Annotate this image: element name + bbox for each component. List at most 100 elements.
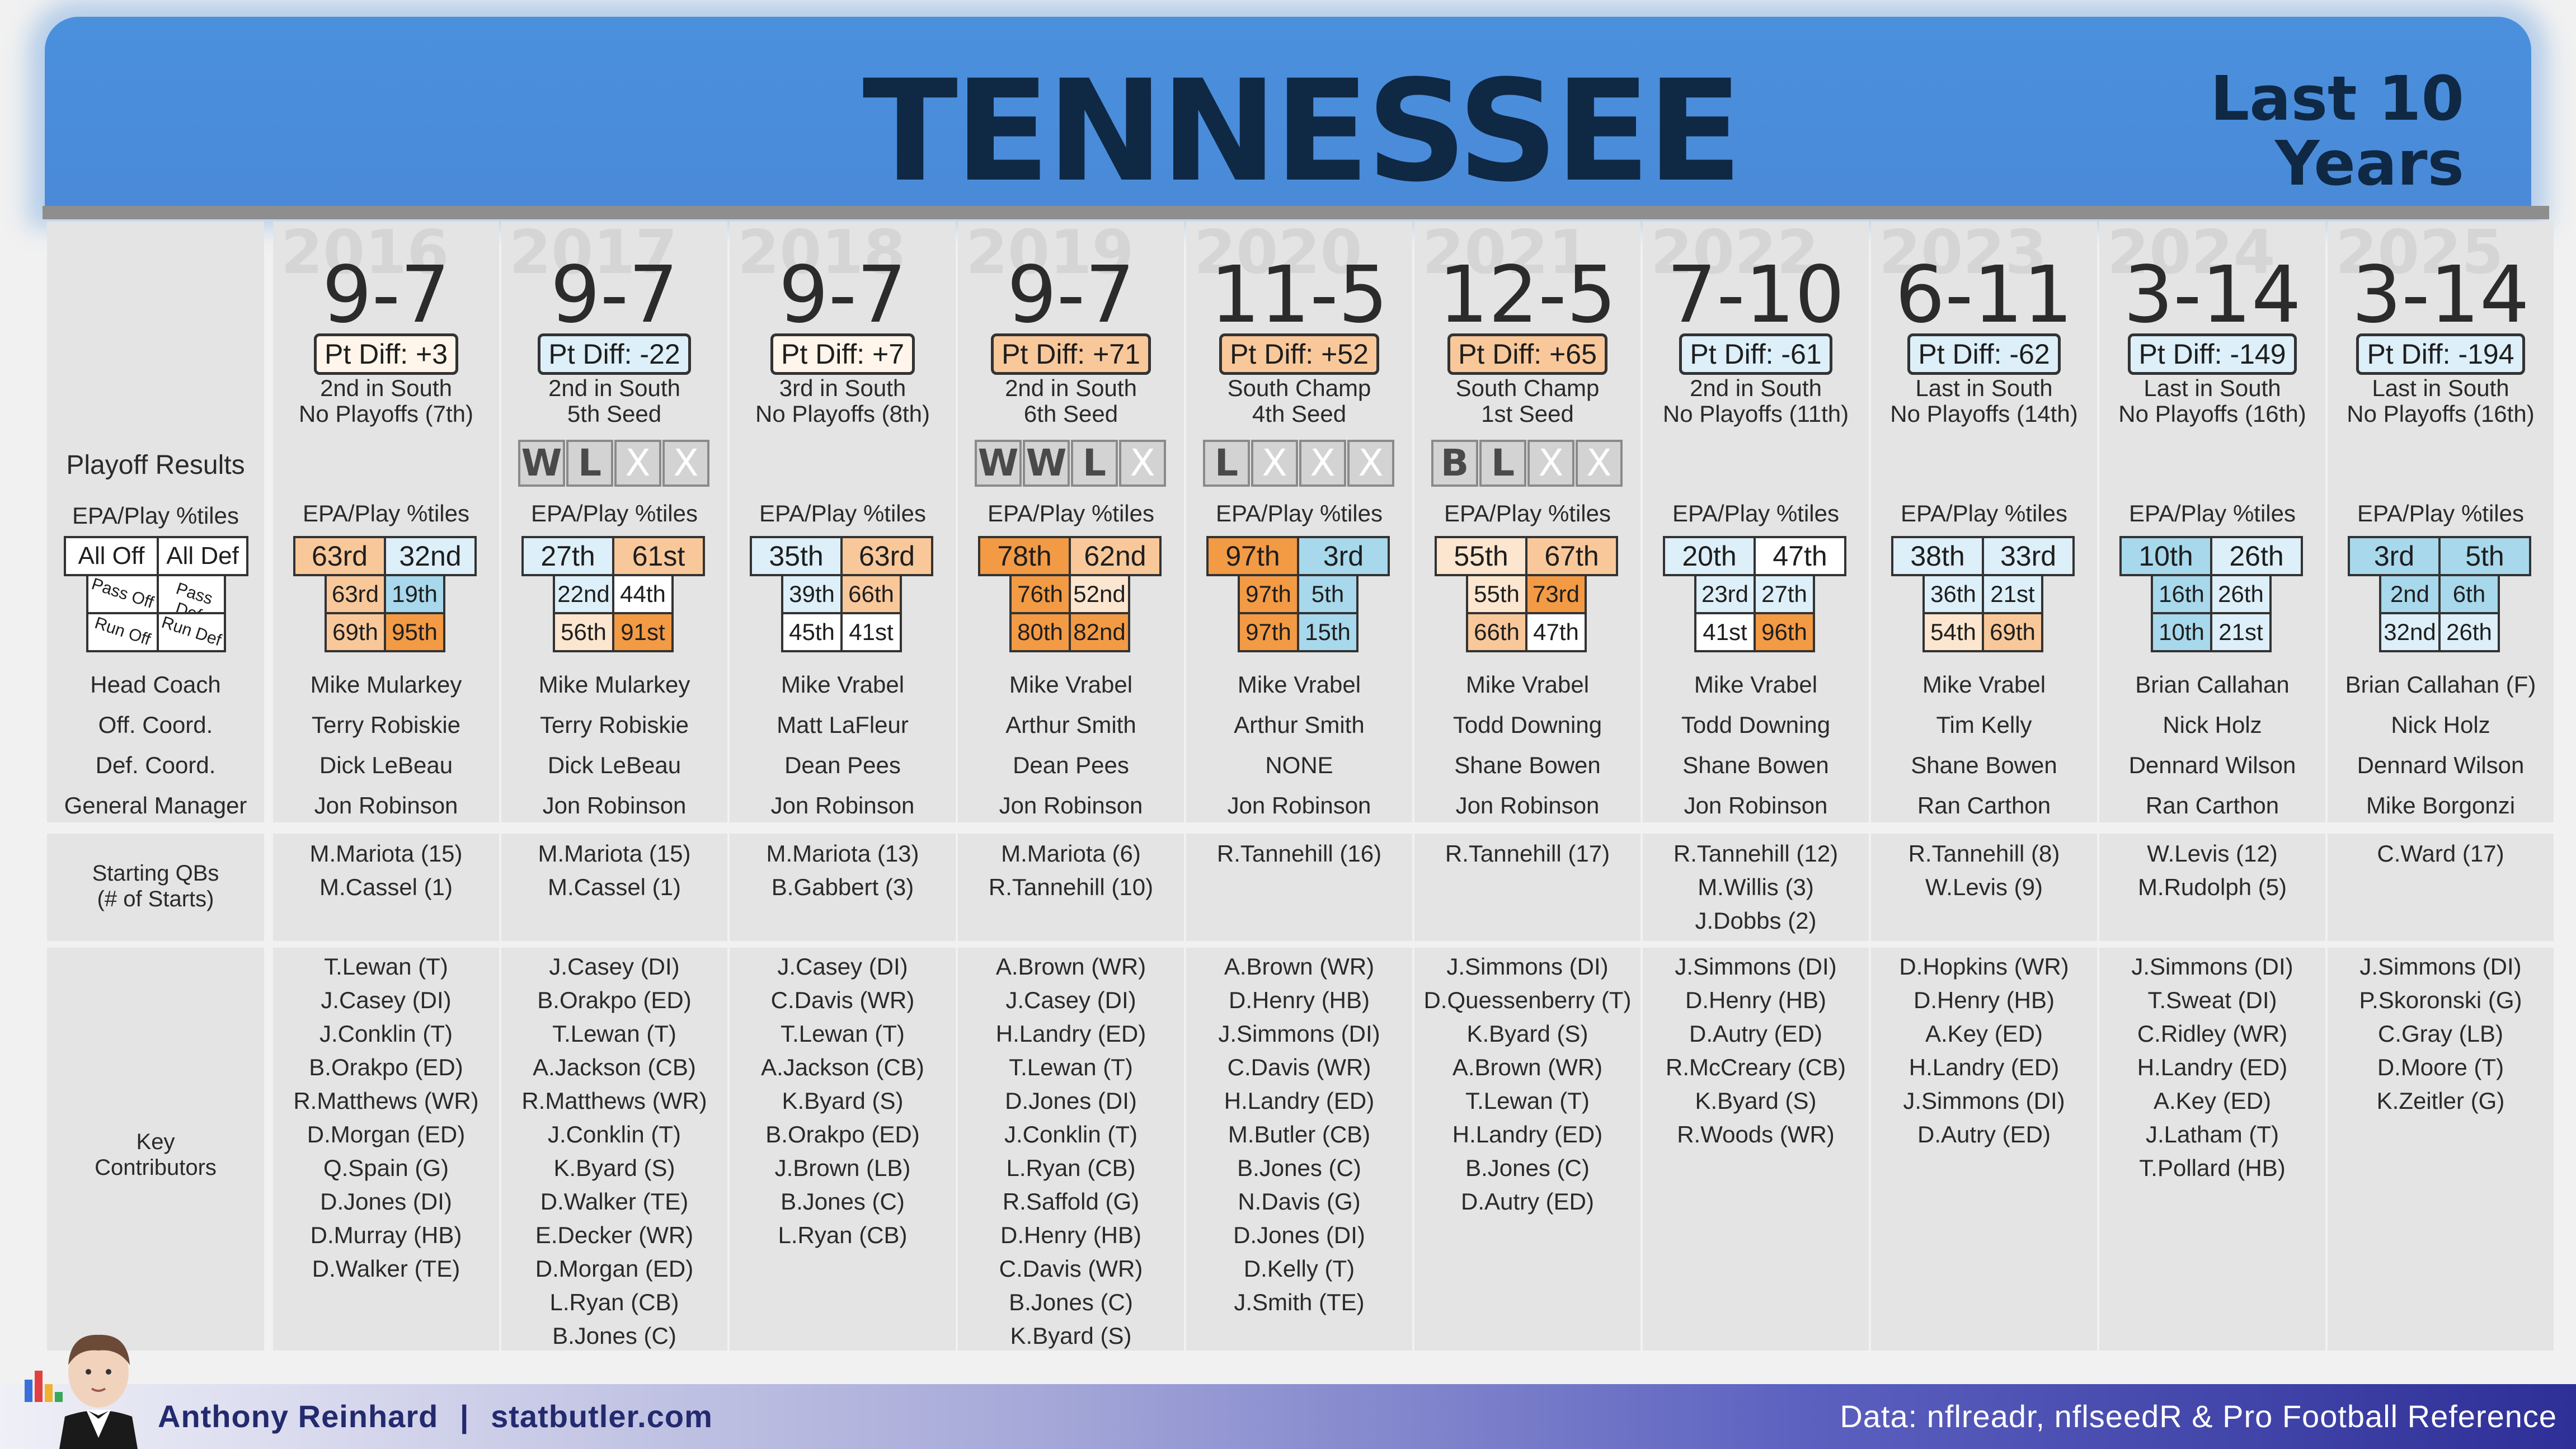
key-contributor: K.Byard (S) [1010,1323,1132,1349]
division-finish: South Champ [1455,375,1600,401]
key-contributor: D.Hopkins (WR) [1899,953,2069,980]
season-record: 11-5 [1210,250,1388,341]
key-contributor: J.Casey (DI) [1005,987,1136,1013]
key-contributor: H.Landry (ED) [2137,1054,2288,1080]
starting-qb: M.Cassel (1) [319,874,453,900]
epa-all-def: 47th [1754,536,1846,576]
starting-qb: W.Levis (9) [1925,874,2043,900]
season-year: 2022 [1651,218,1819,288]
site-link[interactable]: statbutler.com [491,1399,713,1434]
offensive-coordinator: Terry Robiskie [311,712,461,738]
legend-all-off: All Off [64,536,159,576]
starting-qb: W.Levis (12) [2147,840,2278,867]
contributors-panel-2021 [1414,948,1640,1351]
point-diff-wrap: Pt Diff: +52 [1186,333,1412,375]
head-coach: Mike Vrabel [1465,671,1590,698]
epa-pass-off: 36th [1922,574,1984,614]
epa-play-label: EPA/Play %tiles [2129,500,2296,526]
general-manager: Jon Robinson [314,792,458,818]
epa-pass-def: 26th [2210,574,2272,614]
key-contributor: D.Henry (HB) [1685,987,1827,1013]
contributors-panel-2022 [1643,948,1869,1351]
key-contributor: A.Brown (WR) [1224,953,1375,980]
legend-run-off: Run Off [86,612,159,652]
contributors-panel-2019 [958,948,1184,1351]
qb-panel-2022 [1643,834,1869,941]
qb-panel-2019 [958,834,1184,941]
contributors-panel-2016 [273,948,499,1351]
legend-run-def: Run Def [157,612,226,652]
head-coach: Mike Vrabel [1237,671,1361,698]
point-diff-wrap: Pt Diff: -149 [2099,333,2325,375]
point-diff-badge: Pt Diff: +71 [991,333,1151,375]
epa-run-def: 82nd [1069,612,1130,652]
footer-separator: | [459,1399,469,1434]
epa-play-label: EPA/Play %tiles [1672,500,1839,526]
playoff-game-result: W [975,440,1022,487]
season-record: 3-14 [2352,250,2530,341]
point-diff-wrap: Pt Diff: -61 [1643,333,1869,375]
label-panel-top [47,222,264,822]
season-panel-2016 [273,222,499,822]
point-diff-wrap: Pt Diff: +71 [958,333,1184,375]
epa-all-def: 32nd [384,536,477,576]
epa-all-def: 26th [2210,536,2303,576]
key-contributor: B.Orakpo (ED) [765,1121,920,1147]
time-span-line-2: Years [2274,128,2464,199]
epa-all-def: 33rd [1982,536,2075,576]
key-contributor: D.Quessenberry (T) [1423,987,1632,1013]
legend-all-def: All Def [157,536,248,576]
epa-pass-off: 76th [1009,574,1071,614]
starting-qb: B.Gabbert (3) [771,874,914,900]
key-contributor: B.Orakpo (ED) [309,1054,463,1080]
key-contributor: T.Lewan (T) [1465,1088,1590,1114]
defensive-coordinator: Dennard Wilson [2357,752,2525,778]
legend-run-def-text: Run Def [159,613,224,650]
defensive-coordinator: Dennard Wilson [2128,752,2296,778]
qb-panel-2020 [1186,834,1412,941]
defensive-coordinator: Dick LeBeau [319,752,453,778]
epa-all-off: 97th [1206,536,1299,576]
epa-run-off: 45th [781,612,843,652]
playoff-game-result: L [1479,440,1526,487]
defensive-coordinator: Shane Bowen [1682,752,1829,778]
qb-panel-2023 [1871,834,2097,941]
epa-all-off: 38th [1891,536,1984,576]
starting-qb: M.Mariota (15) [538,840,691,867]
season-year: 2025 [2335,218,2504,288]
season-panel-2023 [1871,222,2097,822]
epa-run-off: 97th [1238,612,1299,652]
division-finish: 2nd in South [1690,375,1822,401]
epa-play-label: EPA/Play %tiles [1444,500,1611,526]
starting-qbs-label-line-1: Starting QBs [92,861,219,886]
head-coach: Mike Mularkey [538,671,690,698]
division-finish: South Champ [1227,375,1371,401]
key-contributor: D.Walker (TE) [540,1188,689,1215]
key-contributor: K.Byard (S) [782,1088,904,1114]
legend-pass-off-text: Pass Off [89,575,156,612]
starting-qb: R.Tannehill (16) [1216,840,1382,867]
contributors-panel-2024 [2099,948,2325,1351]
key-contributor: J.Brown (LB) [774,1155,911,1181]
epa-play-label: EPA/Play %tiles [72,502,239,529]
general-manager: Jon Robinson [1227,792,1371,818]
playoff-results-label: Playoff Results [66,450,245,480]
division-finish: 2nd in South [1005,375,1137,401]
season-panel-2025 [2328,222,2554,822]
playoff-game-result: X [1347,440,1394,487]
key-contributor: M.Butler (CB) [1228,1121,1371,1147]
epa-play-label: EPA/Play %tiles [531,500,698,526]
key-contributor: R.Matthews (WR) [521,1088,707,1114]
key-contributor: P.Skoronski (G) [2359,987,2522,1013]
season-year: 2017 [509,218,678,288]
key-contributor: D.Autry (ED) [1460,1188,1594,1215]
key-contributor: C.Davis (WR) [999,1255,1143,1282]
key-contributor: A.Key (ED) [2153,1088,2272,1114]
key-contributor: D.Murray (HB) [310,1222,462,1248]
key-contributor: L.Ryan (CB) [549,1289,679,1315]
epa-pass-off: 22nd [553,574,614,614]
epa-all-off: 20th [1663,536,1756,576]
key-contributor: D.Henry (HB) [1228,987,1370,1013]
key-contributor: T.Lewan (T) [781,1020,905,1047]
